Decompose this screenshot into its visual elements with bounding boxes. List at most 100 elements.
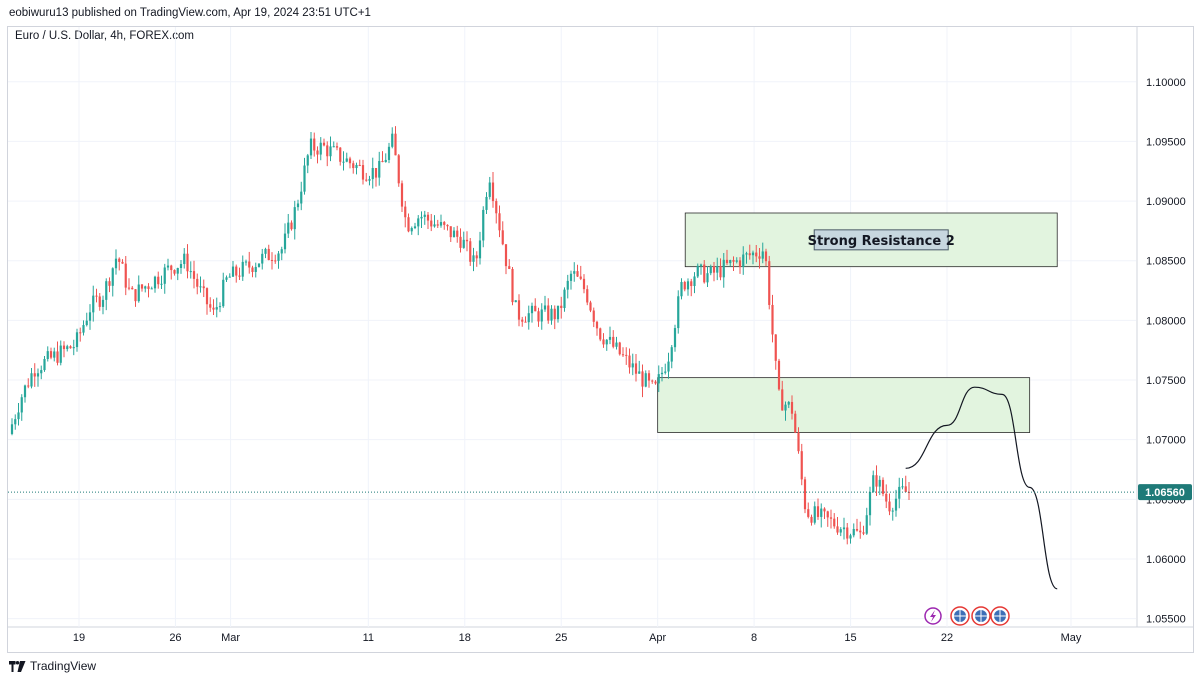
candle-bull: [254, 266, 257, 272]
candle-bull: [36, 373, 40, 377]
candle-bear: [118, 258, 121, 262]
candle-bear: [862, 532, 865, 534]
candle-bull: [293, 207, 296, 230]
candle-bull: [901, 486, 904, 488]
candle-bear: [579, 276, 582, 279]
candle-bull: [391, 133, 394, 147]
candle-bull: [342, 161, 345, 163]
candle-bear: [725, 259, 729, 264]
candle-bull: [608, 336, 612, 340]
candle-bear: [553, 308, 556, 320]
candle-bull: [82, 325, 85, 333]
candle-bull: [706, 273, 709, 283]
candle-bull: [150, 288, 153, 290]
candle-bear: [202, 286, 205, 289]
candle-bear: [192, 271, 196, 279]
current-price-label: 1.06560: [1145, 487, 1185, 499]
candle-bull: [40, 370, 43, 374]
candle-bear: [235, 266, 238, 276]
candle-bear: [443, 222, 446, 225]
candle-bull: [842, 527, 846, 530]
candle-bear: [95, 295, 98, 297]
candle-bull: [784, 404, 787, 411]
candle-bull: [10, 424, 14, 434]
candle-bear: [875, 475, 878, 487]
candle-bear: [348, 158, 352, 164]
candle-bear: [33, 373, 36, 377]
y-tick-label: 1.08500: [1146, 256, 1186, 268]
candle-bear: [651, 380, 654, 382]
candle-bear: [170, 265, 173, 271]
candle-bear: [56, 351, 59, 363]
publish-info: eobiwuru13 published on TradingView.com,…: [9, 7, 371, 19]
candle-bull: [820, 508, 823, 517]
candle-bull: [309, 138, 313, 156]
candle-bear: [621, 354, 625, 356]
candle-bull: [280, 249, 283, 254]
candle-bear: [625, 354, 628, 356]
candle-bull: [114, 258, 118, 269]
candle-bear: [885, 493, 888, 502]
candle-bear: [755, 252, 758, 257]
candle-bull: [296, 203, 300, 208]
candle-bear: [560, 305, 563, 309]
candle-bear: [381, 160, 384, 163]
candle-bull: [166, 265, 170, 268]
candle-bull: [670, 347, 673, 362]
candle-bear: [205, 288, 209, 305]
candle-bear: [781, 389, 784, 411]
candle-bear: [800, 451, 803, 480]
candle-bull: [23, 385, 27, 398]
candle-bear: [400, 183, 404, 207]
y-tick-label: 1.06000: [1146, 554, 1186, 566]
x-tick-label: Mar: [221, 632, 240, 644]
candle-bull: [852, 528, 855, 536]
candle-bear: [904, 486, 907, 493]
candle-bull: [729, 260, 732, 264]
candle-bear: [582, 278, 586, 290]
candle-bull: [283, 233, 287, 250]
candle-bear: [449, 226, 452, 238]
candle-bull: [677, 296, 680, 329]
candle-bull: [228, 276, 231, 278]
candle-bull: [319, 142, 322, 155]
candle-bull: [101, 299, 105, 307]
candle-bear: [313, 138, 316, 151]
current-price-badge: [1138, 484, 1192, 501]
candle-bear: [456, 230, 459, 237]
y-tick-label: 1.09500: [1146, 136, 1186, 148]
chart-frame: [7, 26, 1194, 653]
candle-bull: [569, 273, 573, 281]
candle-bear: [810, 516, 813, 523]
candle-bear: [121, 261, 124, 264]
candle-bear: [547, 305, 550, 321]
candle-bull: [17, 412, 20, 420]
candle-bull: [261, 253, 264, 264]
candle-bear: [290, 222, 293, 230]
candle-bull: [452, 230, 456, 238]
candle-bull: [20, 397, 23, 413]
candle-bear: [576, 271, 579, 277]
candle-bull: [439, 222, 443, 226]
x-tick-label: 8: [751, 632, 757, 644]
candle-bull: [657, 374, 660, 384]
candle-bull: [894, 498, 898, 511]
candle-bull: [75, 332, 79, 348]
candle-bear: [498, 213, 501, 231]
candle-bear: [131, 287, 134, 290]
candle-bear: [589, 302, 592, 311]
candle-bull: [478, 240, 482, 259]
candle-bull: [868, 492, 872, 516]
x-tick-label: 26: [169, 632, 181, 644]
candle-bear: [647, 373, 651, 381]
candle-bear: [595, 321, 599, 329]
candle-bear: [404, 206, 407, 218]
candle-bear: [127, 287, 131, 289]
candle-bear: [134, 289, 137, 302]
candle-bear: [69, 346, 72, 349]
candle-bull: [543, 305, 547, 310]
candle-bear: [504, 244, 508, 267]
candle-bull: [222, 279, 225, 307]
candle-bear: [274, 260, 277, 262]
